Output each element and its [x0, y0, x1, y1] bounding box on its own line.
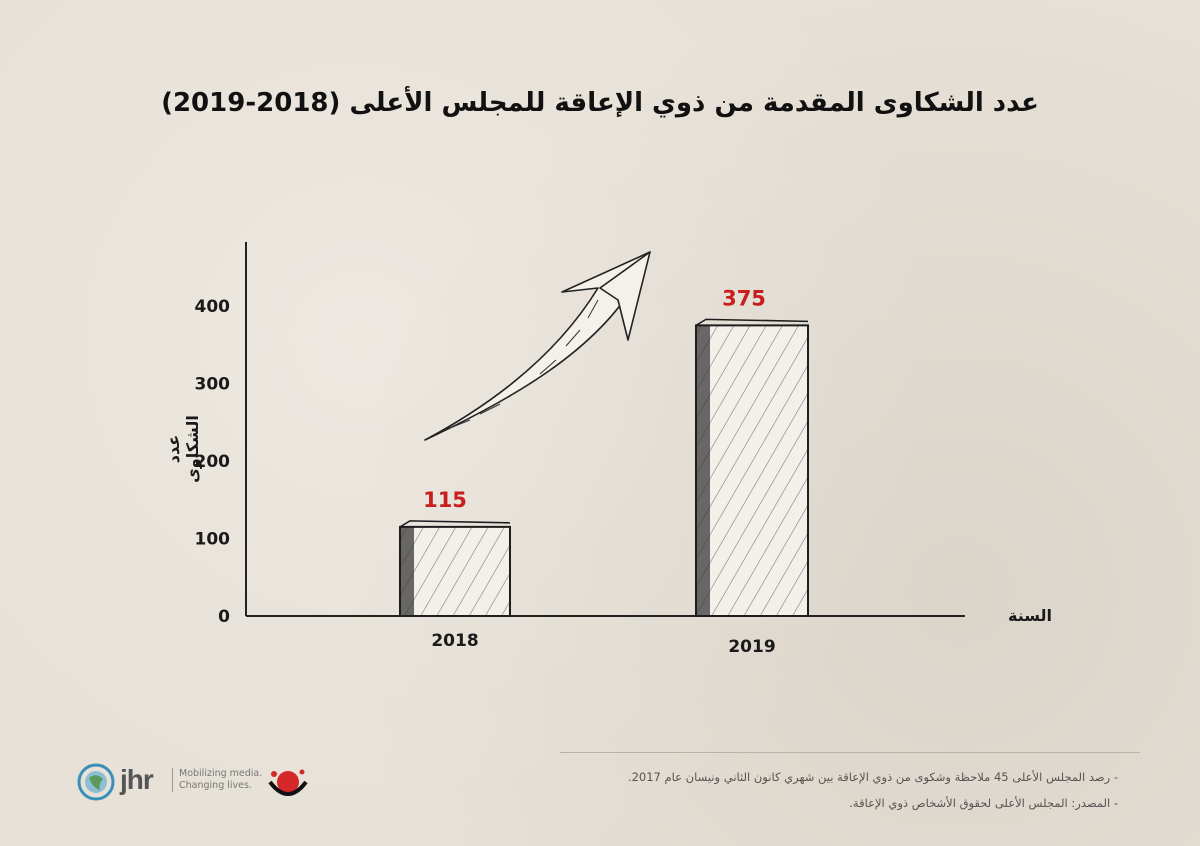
y-tick-label: 300 [195, 375, 231, 395]
jhr-tagline-2: Changing lives. [179, 780, 252, 791]
bar-2018 [399, 520, 511, 617]
bar-hatch [400, 526, 510, 616]
bar-hatch [696, 325, 808, 616]
bar-top-edge [399, 520, 511, 528]
bar-side [400, 526, 414, 616]
y-tick-label: 0 [218, 607, 230, 627]
footer-notes: - رصد المجلس الأعلى 45 ملاحظة وشكوى من ذ… [518, 764, 1118, 816]
data-label: 115 [423, 488, 467, 512]
bar-2019 [695, 318, 809, 617]
trend-arrow-head [599, 251, 651, 341]
trend-arrow-hatch [449, 299, 599, 429]
bar-outline [399, 525, 511, 617]
note-line: - رصد المجلس الأعلى 45 ملاحظة وشكوى من ذ… [627, 770, 1118, 784]
x-axis-label: السنة [1007, 606, 1052, 625]
note-line: - المصدر: المجلس الأعلى لحقوق الأشخاص ذو… [849, 796, 1118, 810]
y-tick-label: 200 [195, 452, 231, 472]
jhr-tagline-1: Mobilizing media. [179, 768, 263, 779]
data-label: 375 [722, 286, 766, 310]
y-tick-label: 400 [195, 297, 231, 317]
partner-logo-icon [268, 769, 308, 796]
chart-title: عدد الشكاوى المقدمة من ذوي الإعاقة للمجل… [161, 88, 1039, 118]
x-tick-label: 2018 [431, 631, 478, 651]
logos: jhr Mobilizing media. Changing lives. [76, 762, 356, 802]
jhr-logo-text: jhr [120, 764, 154, 795]
footer-divider [560, 752, 1140, 753]
x-tick-label: 2019 [728, 637, 775, 657]
jhr-globe-icon [77, 763, 115, 801]
y-tick-label: 100 [195, 530, 231, 550]
bar-top-edge [695, 318, 809, 327]
jhr-tagline: Mobilizing media. Changing lives. [172, 768, 262, 792]
bar-side [696, 325, 710, 616]
bar-outline [695, 324, 809, 617]
y-axis-label: عدد الشكاوى [164, 415, 202, 483]
